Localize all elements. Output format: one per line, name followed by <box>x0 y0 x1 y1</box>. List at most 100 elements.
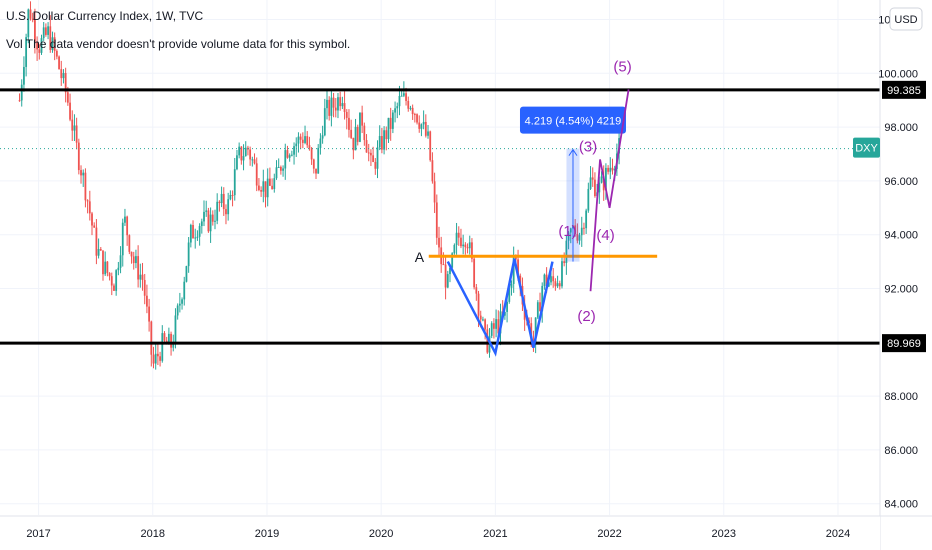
candle-up <box>273 178 276 190</box>
currency-button[interactable]: USD <box>889 7 923 31</box>
candle-down <box>148 306 151 322</box>
candle-down <box>545 274 548 287</box>
candle-up <box>449 267 451 275</box>
candle-down <box>332 97 335 108</box>
candle-down <box>110 276 113 286</box>
candle-down <box>152 354 155 364</box>
chart-title: U.S. Dollar Currency Index, 1W, TVC <box>6 9 204 23</box>
candle-up <box>209 214 212 232</box>
candle-down <box>130 251 133 257</box>
candle-down <box>486 329 489 353</box>
candle-down <box>34 20 36 42</box>
candle-up <box>176 305 179 316</box>
y-tick-label: 94.000 <box>884 230 918 242</box>
y-tick-label: 98.000 <box>884 122 918 134</box>
candle-down <box>473 258 476 288</box>
volume-note: Vol The data vendor doesn't provide volu… <box>6 37 350 51</box>
candle-up <box>547 282 550 287</box>
candle-down <box>95 227 98 256</box>
candle-down <box>64 73 67 93</box>
candle-up <box>503 311 506 316</box>
candle-down <box>334 107 337 111</box>
candle-up <box>139 274 142 280</box>
candle-up <box>275 167 278 179</box>
candle-up <box>451 253 454 268</box>
candle-up <box>194 237 197 239</box>
candle-up <box>427 131 429 136</box>
candle-up <box>295 143 298 147</box>
candle-down <box>611 167 614 171</box>
candle-up <box>462 244 465 247</box>
candle-down <box>299 136 302 140</box>
candle-down <box>55 50 58 57</box>
candle-down <box>60 69 63 79</box>
candle-down <box>352 137 355 151</box>
candle-down <box>356 126 359 142</box>
candle-up <box>446 274 449 288</box>
candle-up <box>613 168 616 171</box>
candle-down <box>460 237 462 247</box>
level-price-tag-1 <box>882 334 926 353</box>
candle-up <box>297 136 300 144</box>
y-tick-label: 88.000 <box>884 391 918 403</box>
candle-up <box>495 319 498 329</box>
candle-down <box>361 112 364 126</box>
candle-down <box>339 97 342 107</box>
candle-up <box>541 285 544 312</box>
candle-up <box>244 147 247 157</box>
candle-down <box>253 159 256 164</box>
candle-down <box>306 136 309 146</box>
y-tick-label: 86.000 <box>884 445 918 457</box>
candle-up <box>183 281 186 300</box>
candle-down <box>91 213 93 226</box>
candle-down <box>255 163 258 186</box>
candle-up <box>293 146 295 155</box>
candle-up <box>453 245 456 254</box>
price-axis: 102.000100.00098.00096.00094.00092.00090… <box>853 0 932 550</box>
candle-down <box>264 181 267 198</box>
candle-up <box>40 38 43 53</box>
candle-up <box>236 155 238 170</box>
candle-down <box>348 117 350 130</box>
candle-down <box>286 150 289 158</box>
candle-down <box>433 181 436 203</box>
candle-down <box>249 149 252 160</box>
y-tick-label: 96.000 <box>884 176 918 188</box>
candle-down <box>365 140 368 153</box>
candle-down <box>583 227 585 229</box>
candle-down <box>574 225 577 234</box>
candle-up <box>200 221 203 227</box>
candle-down <box>75 125 78 143</box>
candle-up <box>198 226 201 237</box>
candle-down <box>517 259 519 276</box>
candle-up <box>609 167 612 172</box>
candle-down <box>484 319 487 330</box>
candle-down <box>563 261 566 264</box>
candle-up <box>585 210 588 229</box>
candle-down <box>389 117 392 129</box>
candle-down <box>370 152 372 156</box>
candle-down <box>222 193 225 210</box>
symbol-badge <box>853 137 880 158</box>
candle-up <box>266 178 269 198</box>
candle-down <box>132 256 135 264</box>
candle-down <box>38 49 41 53</box>
candle-down <box>594 179 596 197</box>
candle-down <box>53 37 56 51</box>
candle-down <box>99 249 102 251</box>
candle-up <box>330 97 333 116</box>
candle-up <box>23 66 25 85</box>
candle-down <box>163 333 166 341</box>
candle-up <box>396 106 399 109</box>
candle-up <box>20 84 23 101</box>
candle-up <box>326 99 328 109</box>
candle-down <box>477 293 480 316</box>
candle-down <box>416 114 418 123</box>
candle-up <box>398 96 401 107</box>
candle-up <box>189 225 192 243</box>
candle-up <box>550 276 552 283</box>
candle-up <box>154 353 157 364</box>
currency-button-label: USD <box>894 14 917 26</box>
y-tick-label: 92.000 <box>884 284 918 296</box>
